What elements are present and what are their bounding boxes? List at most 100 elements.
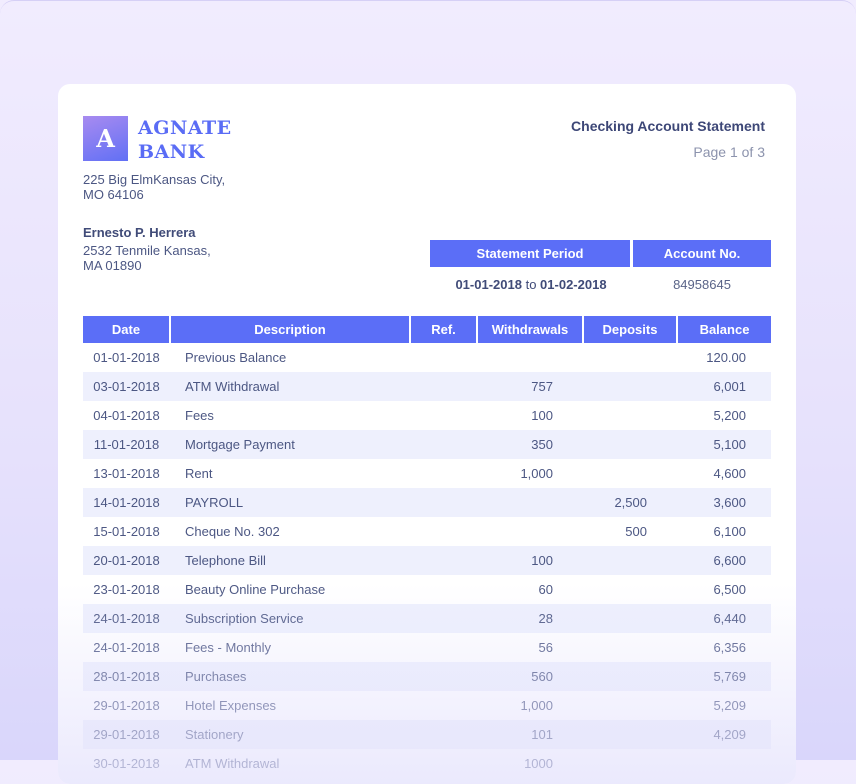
- table-cell: 5,769: [677, 662, 771, 691]
- table-cell: 6,600: [677, 546, 771, 575]
- table-cell: [410, 546, 477, 575]
- table-cell: [677, 749, 771, 778]
- table-row: 11-01-2018 Mortgage Payment 350 5,100: [83, 430, 771, 459]
- table-cell: Cheque No. 302: [185, 524, 280, 539]
- table-cell: Fees - Monthly: [185, 640, 271, 655]
- table-cell: 29-01-2018: [83, 720, 170, 749]
- table-cell: 5,209: [713, 698, 746, 713]
- table-cell: 56: [538, 640, 553, 655]
- table-row: 20-01-2018 Telephone Bill 100 6,600: [83, 546, 771, 575]
- customer-address-line1: 2532 Tenmile Kansas,: [83, 243, 211, 258]
- table-cell: PAYROLL: [170, 488, 410, 517]
- table-cell: [410, 604, 477, 633]
- table-cell: [410, 343, 477, 372]
- table-cell: 11-01-2018: [83, 430, 170, 459]
- table-cell: 350: [477, 430, 583, 459]
- table-cell: 1,000: [520, 698, 553, 713]
- table-cell: Telephone Bill: [170, 546, 410, 575]
- table-cell: 30-01-2018: [93, 756, 160, 771]
- table-cell: 6,440: [677, 604, 771, 633]
- table-cell: [410, 517, 477, 546]
- table-cell: 120.00: [706, 350, 746, 365]
- table-cell: [410, 662, 477, 691]
- table-cell: Beauty Online Purchase: [185, 582, 326, 597]
- table-cell: 100: [531, 408, 553, 423]
- table-cell: [583, 343, 677, 372]
- table-cell: 560: [477, 662, 583, 691]
- table-cell: [583, 691, 677, 720]
- table-cell: [410, 749, 477, 778]
- table-cell: [477, 488, 583, 517]
- column-header: Deposits: [582, 316, 677, 343]
- column-header: Date: [83, 316, 170, 343]
- account-no-value: 84958645: [673, 277, 731, 292]
- table-cell: 28-01-2018: [83, 662, 170, 691]
- table-row: 03-01-2018 ATM Withdrawal 757 6,001: [83, 372, 771, 401]
- table-cell: 2,500: [583, 488, 677, 517]
- table-cell: 1,000: [520, 466, 553, 481]
- table-cell: [410, 430, 477, 459]
- statement-period-value: 01-01-2018 to 01-02-2018: [430, 277, 632, 292]
- table-cell: [410, 720, 477, 749]
- bank-name: AGNATE BANK: [138, 116, 232, 164]
- column-header: Ref.: [409, 316, 477, 343]
- table-cell: Subscription Service: [170, 604, 410, 633]
- table-cell: 5,200: [713, 408, 746, 423]
- table-row: 23-01-2018 Beauty Online Purchase 60 6,500: [83, 575, 771, 604]
- table-cell: ATM Withdrawal: [170, 372, 410, 401]
- table-cell: [477, 343, 583, 372]
- table-cell: 24-01-2018: [93, 640, 160, 655]
- table-row: 24-01-2018 Subscription Service 28 6,440: [83, 604, 771, 633]
- statement-period-header: Statement Period: [430, 240, 630, 267]
- logo-letter: A: [96, 124, 115, 153]
- table-cell: 29-01-2018: [93, 698, 160, 713]
- statement-title: Checking Account Statement: [571, 118, 765, 134]
- table-cell: Mortgage Payment: [170, 430, 410, 459]
- table-cell: [583, 720, 677, 749]
- customer-name: Ernesto P. Herrera: [83, 225, 196, 240]
- account-no-header: Account No.: [633, 240, 771, 267]
- customer-address: 2532 Tenmile Kansas, MA 01890: [83, 243, 211, 273]
- period-to-word: to: [525, 277, 537, 292]
- bank-logo: A: [83, 116, 128, 161]
- table-cell: 500: [625, 524, 647, 539]
- bank-address-line1: 225 Big ElmKansas City,: [83, 172, 226, 187]
- table-cell: 23-01-2018: [93, 582, 160, 597]
- table-cell: 03-01-2018: [83, 372, 170, 401]
- customer-address-line2: MA 01890: [83, 258, 142, 273]
- table-cell: 757: [477, 372, 583, 401]
- table-cell: 04-01-2018: [93, 408, 160, 423]
- table-cell: [583, 459, 677, 488]
- table-cell: [477, 517, 583, 546]
- table-row: 04-01-2018 Fees 100 5,200: [83, 401, 771, 430]
- table-row: 24-01-2018 Fees - Monthly 56 6,356: [83, 633, 771, 662]
- table-cell: Hotel Expenses: [185, 698, 277, 713]
- table-row: 29-01-2018 Stationery 101 4,209: [83, 720, 771, 749]
- table-cell: [583, 401, 677, 430]
- table-cell: Stationery: [170, 720, 410, 749]
- column-header: Withdrawals: [476, 316, 583, 343]
- table-row: 01-01-2018 Previous Balance 120.00: [83, 343, 771, 372]
- table-row: 13-01-2018 Rent 1,000 4,600: [83, 459, 771, 488]
- statement-document: A AGNATE BANK 225 Big ElmKansas City, MO 6…: [58, 84, 796, 784]
- table-cell: 14-01-2018: [83, 488, 170, 517]
- window-frame: [0, 0, 856, 1]
- table-cell: 5,100: [677, 430, 771, 459]
- table-cell: [410, 691, 477, 720]
- table-cell: 4,209: [677, 720, 771, 749]
- table-cell: [410, 372, 477, 401]
- table-cell: 28: [477, 604, 583, 633]
- table-cell: ATM Withdrawal: [185, 756, 280, 771]
- table-row: 28-01-2018 Purchases 560 5,769: [83, 662, 771, 691]
- table-cell: 15-01-2018: [93, 524, 160, 539]
- table-row: 29-01-2018 Hotel Expenses 1,000 5,209: [83, 691, 771, 720]
- bank-address: 225 Big ElmKansas City, MO 64106: [83, 172, 225, 202]
- transactions-table: Date Description Ref. Withdrawals Deposits Ba…: [83, 316, 771, 778]
- table-cell: 6,001: [677, 372, 771, 401]
- table-cell: [583, 546, 677, 575]
- bank-name-line1: AGNATE: [138, 117, 232, 139]
- column-header: Description: [169, 316, 410, 343]
- table-cell: 6,500: [713, 582, 746, 597]
- table-cell: [583, 372, 677, 401]
- table-cell: 101: [477, 720, 583, 749]
